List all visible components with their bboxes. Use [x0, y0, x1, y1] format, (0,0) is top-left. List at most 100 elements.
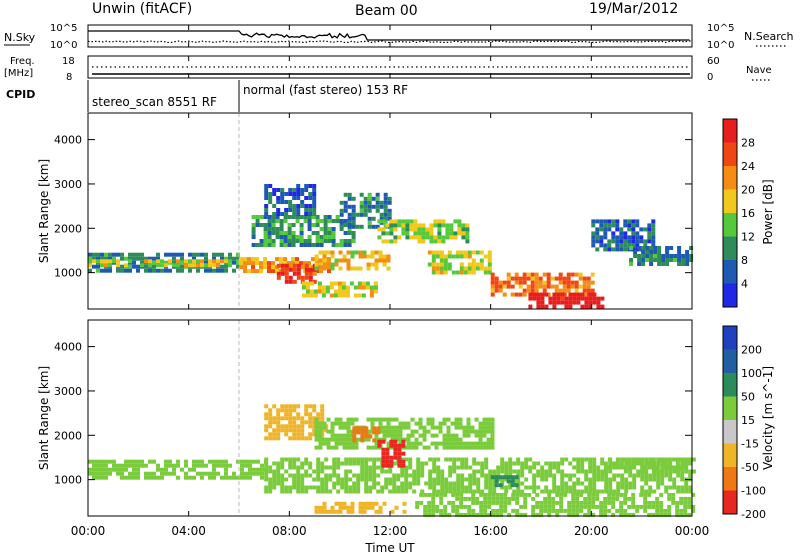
heatmap-cell: [436, 481, 441, 486]
heatmap-cell: [321, 285, 326, 290]
heatmap-cell: [487, 492, 492, 497]
heatmap-cell: [116, 467, 120, 472]
heatmap-cell: [271, 265, 275, 270]
heatmap-cell: [346, 445, 351, 450]
heatmap-cell: [272, 485, 277, 490]
heatmap-cell: [393, 227, 398, 232]
heatmap-cell: [342, 254, 347, 259]
heatmap-cell: [220, 268, 224, 273]
heatmap-cell: [372, 473, 377, 478]
heatmap-cell: [272, 192, 277, 196]
heatmap-cell: [366, 417, 371, 422]
heatmap-cell: [451, 500, 456, 505]
cpid-segment-label: normal (fast stereo) 153 RF: [243, 83, 408, 97]
x-tick-label: 20:00: [574, 524, 609, 538]
heatmap-cell: [168, 268, 172, 273]
heatmap-cell: [568, 461, 573, 466]
heatmap-cell: [463, 250, 468, 255]
heatmap-cell: [437, 223, 442, 228]
heatmap-cell: [168, 252, 172, 257]
heatmap-cell: [371, 204, 376, 209]
heatmap-cell: [204, 268, 208, 273]
heatmap-cell: [599, 235, 604, 240]
station-title: Unwin (fitACF): [92, 1, 192, 17]
heatmap-cell: [480, 489, 485, 494]
heatmap-cell: [680, 461, 685, 466]
heatmap-cell: [580, 296, 585, 301]
heatmap-cell: [92, 467, 96, 472]
heatmap-cell: [583, 512, 588, 517]
heatmap-cell: [280, 473, 285, 478]
heatmap-cell: [280, 465, 285, 470]
heatmap-cell: [375, 200, 380, 205]
heatmap-cell: [316, 461, 321, 466]
heatmap-cell: [385, 455, 390, 460]
heatmap-cell: [108, 459, 112, 464]
heatmap-cell: [383, 200, 388, 205]
heatmap-cell: [435, 266, 440, 271]
heatmap-cell: [465, 227, 470, 232]
heatmap-cell: [334, 258, 339, 263]
heatmap-cell: [587, 508, 592, 513]
heatmap-cell: [276, 275, 281, 280]
heatmap-cell: [632, 481, 637, 486]
heatmap-cell: [595, 227, 600, 232]
heatmap-cell: [564, 304, 569, 309]
heatmap-cell: [152, 471, 156, 476]
heatmap-cell: [276, 200, 281, 204]
heatmap-cell: [504, 469, 509, 474]
heatmap-cell: [368, 477, 373, 482]
heatmap-cell: [590, 280, 595, 285]
heatmap-cell: [576, 300, 581, 305]
heatmap-cell: [373, 289, 378, 294]
heatmap-cell: [386, 417, 391, 422]
heatmap-cell: [280, 188, 285, 192]
heatmap-cell: [375, 192, 380, 197]
heatmap-cell: [300, 485, 305, 490]
heatmap-cell: [464, 489, 469, 494]
heatmap-cell: [283, 261, 287, 266]
heatmap-cell: [344, 485, 349, 490]
heatmap-cell: [132, 475, 136, 480]
heatmap-cell: [251, 235, 256, 239]
heatmap-cell: [452, 465, 457, 470]
heatmap-cell: [338, 505, 343, 510]
heatmap-cell: [624, 461, 629, 466]
heatmap-cell: [299, 231, 304, 235]
heatmap-cell: [637, 254, 642, 258]
heatmap-cell: [284, 208, 289, 212]
heatmap-cell: [671, 496, 676, 501]
heatmap-cell: [280, 428, 285, 433]
heatmap-cell: [429, 239, 434, 244]
heatmap-cell: [351, 220, 356, 225]
heatmap-cell: [180, 256, 184, 261]
heatmap-cell: [430, 421, 435, 426]
heatmap-cell: [260, 467, 264, 472]
heatmap-cell: [576, 292, 581, 297]
heatmap-cell: [611, 512, 616, 517]
heatmap-cell: [204, 260, 208, 265]
heatmap-cell: [340, 461, 345, 466]
heatmap-cell: [538, 284, 543, 289]
heatmap-cell: [651, 465, 656, 470]
heatmap-cell: [200, 459, 204, 464]
heatmap-cell: [628, 473, 633, 478]
heatmap-cell: [619, 243, 624, 248]
heatmap-cell: [108, 268, 112, 273]
heatmap-cell: [550, 284, 555, 289]
heatmap-cell: [268, 196, 273, 200]
heatmap-cell: [428, 485, 433, 490]
heatmap-cell: [330, 254, 335, 259]
heatmap-cell: [507, 500, 512, 505]
heatmap-cell: [516, 461, 521, 466]
heatmap-cell: [664, 485, 669, 490]
heatmap-cell: [364, 481, 369, 486]
heatmap-cell: [288, 275, 293, 280]
heatmap-cell: [568, 489, 573, 494]
heatmap-cell: [532, 465, 537, 470]
heatmap-cell: [446, 429, 451, 434]
heatmap-cell: [668, 477, 673, 482]
heatmap-cell: [691, 469, 696, 474]
heatmap-cell: [370, 505, 375, 510]
colorbar-swatch: [723, 443, 737, 467]
